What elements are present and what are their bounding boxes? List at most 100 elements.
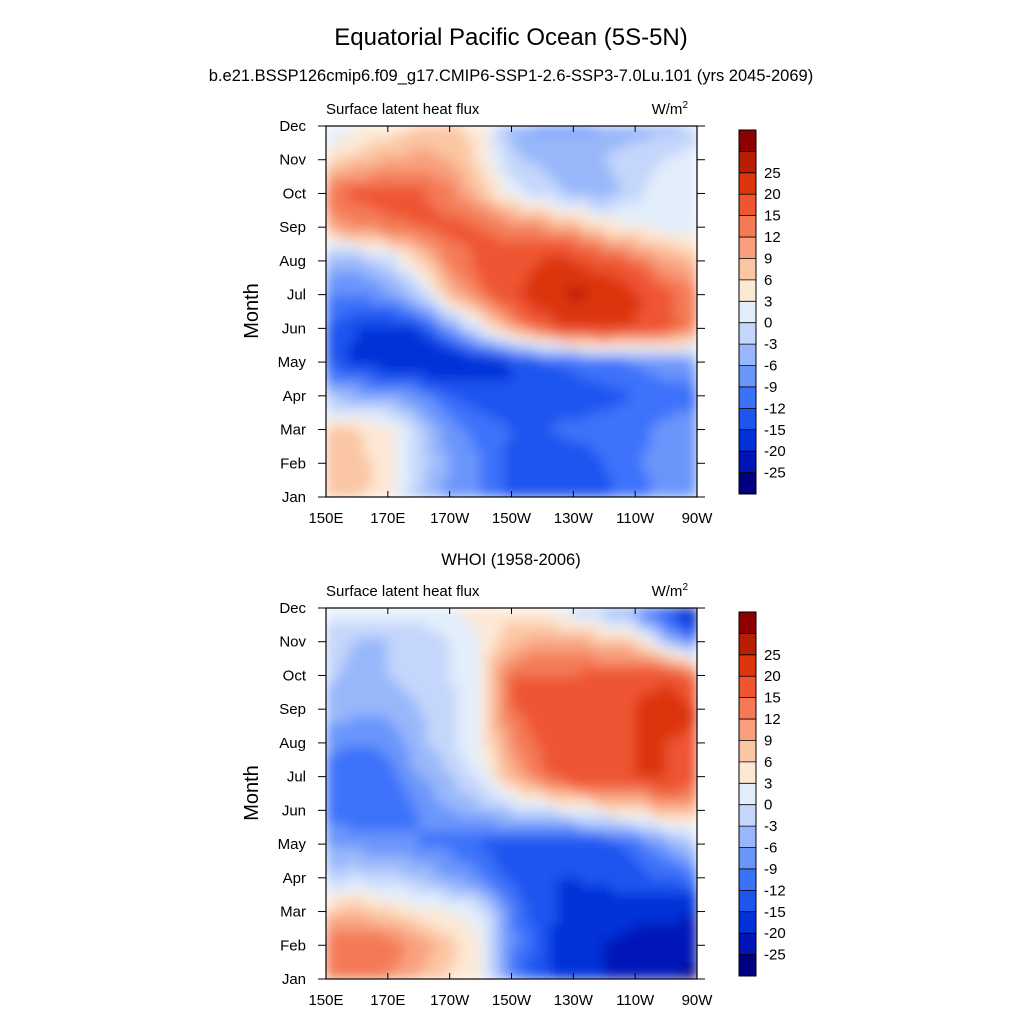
heatmap-cell <box>441 241 451 251</box>
heatmap-cell <box>588 225 598 235</box>
heatmap-cell <box>395 893 404 903</box>
heatmap-cell <box>395 831 404 841</box>
heatmap-cell <box>395 738 404 748</box>
heatmap-cell <box>518 738 528 748</box>
heatmap-cell <box>425 777 435 787</box>
heatmap-cell <box>619 140 628 150</box>
heatmap-cell <box>619 233 628 243</box>
heatmap-cell <box>449 808 458 818</box>
heatmap-cell <box>565 746 574 756</box>
heatmap-cell <box>364 481 373 490</box>
heatmap-cell <box>596 426 605 436</box>
heatmap-cell <box>518 126 528 135</box>
heatmap-cell <box>495 823 505 833</box>
heatmap-cell <box>402 341 412 351</box>
heatmap-cell <box>418 692 427 702</box>
heatmap-cell <box>673 854 683 864</box>
heatmap-cell <box>511 653 520 663</box>
heatmap-cell <box>511 140 520 150</box>
heatmap-cell <box>665 218 675 227</box>
heatmap-cell <box>673 924 683 934</box>
heatmap-cell <box>511 225 520 235</box>
heatmap-cell <box>379 932 389 941</box>
heatmap-cell <box>657 287 667 297</box>
heatmap-cell <box>348 241 358 251</box>
heatmap-cell <box>526 225 536 235</box>
y-tick-label: Apr <box>283 870 306 887</box>
heatmap-cell <box>487 878 497 887</box>
heatmap-cell <box>333 140 342 150</box>
heatmap-cell <box>518 661 528 671</box>
heatmap-cell <box>626 280 636 289</box>
heatmap-cell <box>681 365 690 374</box>
heatmap-cell <box>340 816 350 825</box>
heatmap-cell <box>495 924 505 934</box>
heatmap-cell <box>340 622 350 632</box>
heatmap-cell <box>688 411 697 421</box>
heatmap-cell <box>387 630 397 640</box>
heatmap-cell <box>326 692 335 702</box>
heatmap-cell <box>387 839 397 849</box>
heatmap-cell <box>541 187 551 197</box>
heatmap-cell <box>340 901 350 910</box>
heatmap-cell <box>433 762 443 771</box>
heatmap-cell <box>626 481 636 490</box>
heatmap-cell <box>333 800 342 810</box>
colorbar-label: 9 <box>764 250 772 267</box>
heatmap-cell <box>326 684 335 694</box>
heatmap-cell <box>611 295 621 305</box>
heatmap-cell <box>557 862 567 872</box>
heatmap-cell <box>572 318 582 328</box>
heatmap-cell <box>395 661 404 671</box>
heatmap-cell <box>657 264 667 274</box>
heatmap-cell <box>688 179 697 189</box>
heatmap-cell <box>534 365 543 374</box>
heatmap-cell <box>541 349 551 359</box>
heatmap-cell <box>541 924 551 934</box>
heatmap-cell <box>402 630 412 640</box>
heatmap-cell <box>487 630 497 640</box>
heatmap-cell <box>673 164 683 173</box>
heatmap-cell <box>526 126 536 135</box>
heatmap-cell <box>340 249 350 258</box>
heatmap-cell <box>503 707 512 717</box>
heatmap-cell <box>688 457 697 467</box>
heatmap-cell <box>549 303 559 312</box>
heatmap-cell <box>418 457 427 467</box>
heatmap-cell <box>418 280 427 289</box>
heatmap-cell <box>572 963 582 972</box>
heatmap-cell <box>611 816 621 825</box>
heatmap-cell <box>371 349 381 359</box>
heatmap-cell <box>634 442 644 452</box>
heatmap-cell <box>626 793 636 802</box>
heatmap-cell <box>619 349 628 359</box>
heatmap-cell <box>395 225 404 235</box>
heatmap-cell <box>495 171 505 181</box>
heatmap-cell <box>425 800 435 810</box>
colorbar-label: 6 <box>764 754 772 771</box>
heatmap-cell <box>534 187 543 197</box>
heatmap-cell <box>534 450 543 459</box>
heatmap-cell <box>441 615 451 624</box>
heatmap-cell <box>480 326 489 336</box>
heatmap-cell <box>503 426 512 436</box>
heatmap-cell <box>425 661 435 671</box>
heatmap-cell <box>580 785 590 794</box>
heatmap-cell <box>472 388 482 398</box>
heatmap-cell <box>433 187 443 197</box>
heatmap-cell <box>626 287 636 297</box>
heatmap-cell <box>333 808 342 818</box>
heatmap-cell <box>572 126 582 135</box>
heatmap-cell <box>565 816 574 825</box>
heatmap-cell <box>402 847 412 856</box>
heatmap-cell <box>665 411 675 421</box>
heatmap-cell <box>340 963 350 972</box>
heatmap-cell <box>387 947 397 957</box>
heatmap-cell <box>441 970 451 979</box>
heatmap-cell <box>333 646 342 655</box>
heatmap-cell <box>348 372 358 382</box>
heatmap-cell <box>326 264 335 274</box>
heatmap-cell <box>464 646 474 655</box>
heatmap-cell <box>464 700 474 709</box>
heatmap-cell <box>534 473 543 483</box>
